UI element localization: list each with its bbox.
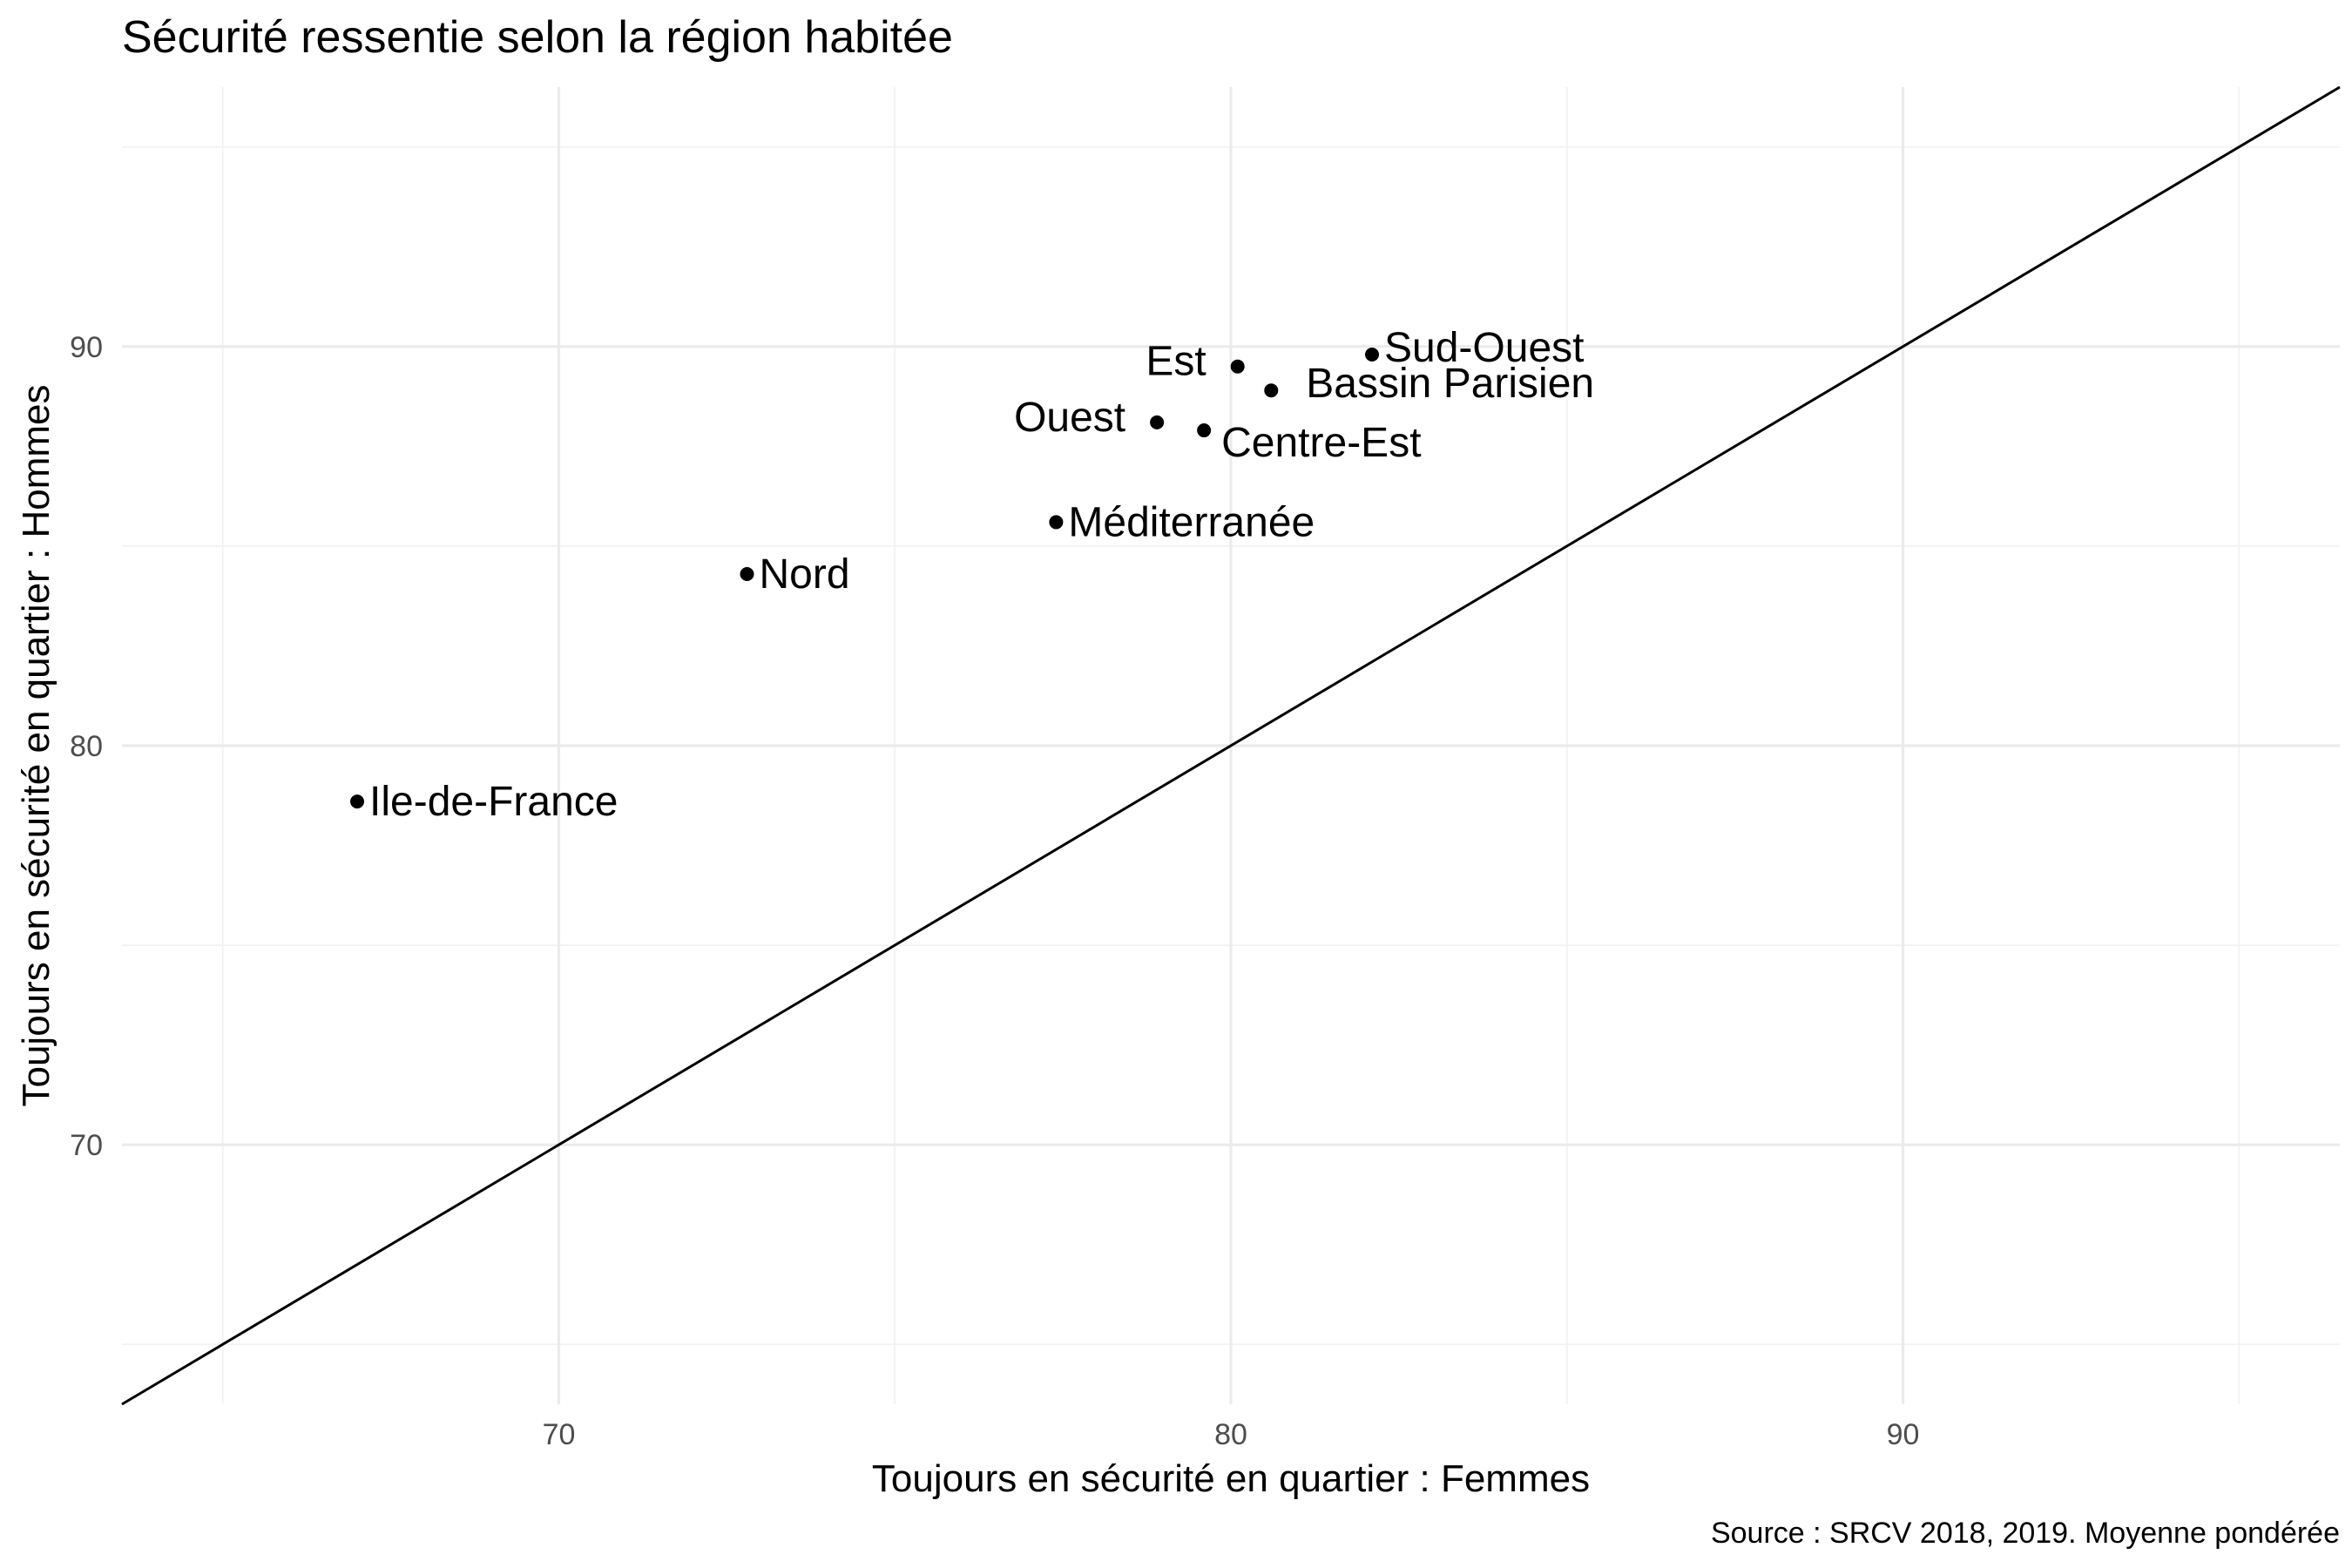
data-point xyxy=(1264,383,1279,398)
point-label: Ile-de-France xyxy=(369,779,618,825)
x-tick-label: 90 xyxy=(1887,1418,1920,1451)
y-tick-label: 90 xyxy=(70,331,103,364)
y-tick-label: 80 xyxy=(70,730,103,763)
data-point xyxy=(1150,415,1165,429)
x-axis-title: Toujours en sécurité en quartier : Femme… xyxy=(872,1457,1590,1500)
reference-line xyxy=(121,85,2341,1406)
point-label: Nord xyxy=(760,551,850,598)
data-point xyxy=(350,794,365,809)
tick-labels: 70 80 90 70 80 90 xyxy=(70,331,1919,1451)
data-point xyxy=(1230,359,1245,374)
point-label: Centre-Est xyxy=(1221,420,1421,466)
x-tick-label: 70 xyxy=(543,1418,576,1451)
point-label: Bassin Parisien xyxy=(1306,361,1594,407)
chart-caption: Source : SRCV 2018, 2019. Moyenne pondér… xyxy=(1711,1517,2340,1550)
data-point xyxy=(740,566,754,581)
point-label: Est xyxy=(1146,339,1206,385)
x-tick-label: 80 xyxy=(1214,1418,1247,1451)
y-axis-title: Toujours en sécurité en quartier : Homme… xyxy=(15,384,57,1106)
data-point xyxy=(1365,347,1380,362)
data-point xyxy=(1197,423,1212,438)
y-tick-label: 70 xyxy=(70,1129,103,1162)
data-point xyxy=(1049,515,1064,530)
points-layer: Ile-de-France Nord Méditerranée Ouest Centre… xyxy=(350,325,1594,825)
point-label: Sud-Ouest xyxy=(1384,325,1584,371)
chart-title: Sécurité ressentie selon la région habit… xyxy=(122,12,953,63)
point-label: Ouest xyxy=(1014,395,1125,441)
point-label: Méditerranée xyxy=(1068,499,1315,545)
reference-line-layer xyxy=(121,85,2341,1406)
